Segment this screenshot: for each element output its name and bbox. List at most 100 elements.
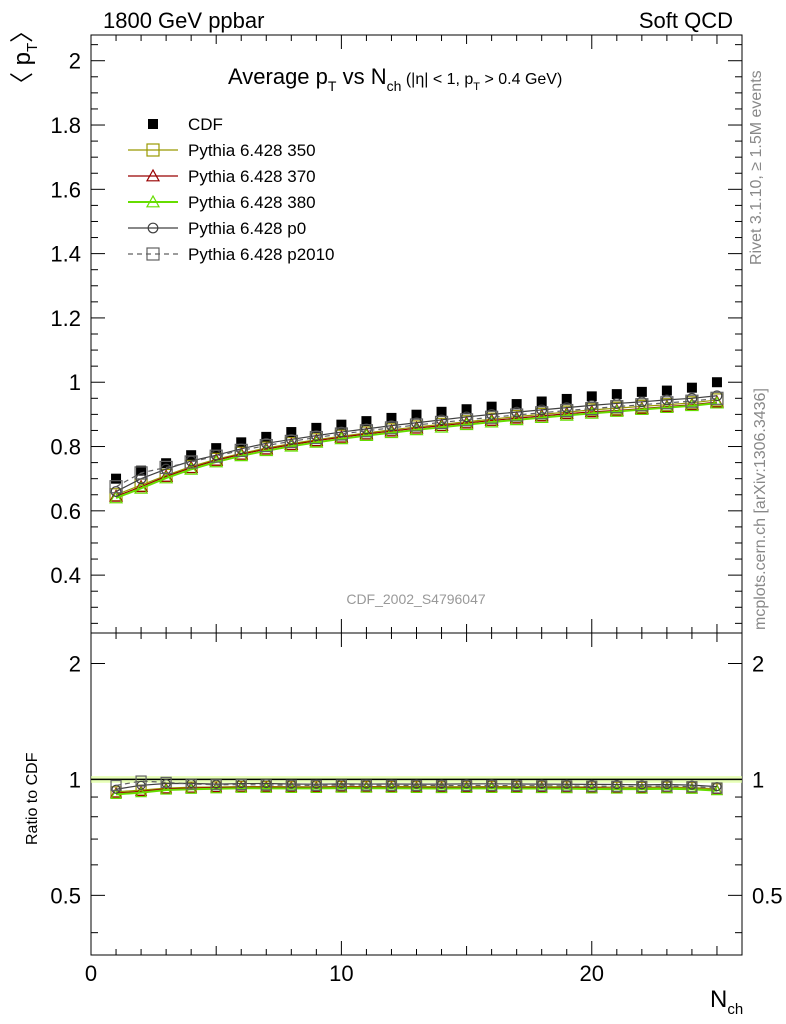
data-point-cdf xyxy=(561,393,572,404)
ratio-point-pythia-6-428-p2010 xyxy=(210,779,222,791)
data-point-pythia-6-428-p0 xyxy=(561,402,573,414)
data-point-pythia-6-428-p0 xyxy=(386,420,397,432)
data-point-cdf xyxy=(111,473,122,484)
data-point-cdf xyxy=(211,443,222,454)
data-point-pythia-6-428-370 xyxy=(459,415,474,429)
data-point-pythia-6-428-370 xyxy=(584,404,599,418)
data-point-pythia-6-428-370 xyxy=(334,429,349,443)
data-point-pythia-6-428-370 xyxy=(509,410,524,424)
data-point-pythia-6-428-380 xyxy=(384,425,399,439)
data-point-pythia-6-428-p2010 xyxy=(560,403,574,418)
y-tick-label-main: 0.8 xyxy=(50,435,81,460)
data-point-pythia-6-428-p0 xyxy=(511,406,523,418)
ratio-point-pythia-6-428-p2010 xyxy=(561,780,573,792)
legend-label-pythia-6-428-350: Pythia 6.428 350 xyxy=(188,141,316,160)
ratio-point-pythia-6-428-380 xyxy=(210,782,223,794)
ratio-point-pythia-6-428-380 xyxy=(235,782,248,793)
data-point-pythia-6-428-370 xyxy=(259,441,274,455)
y-tick-label-main: 0.4 xyxy=(50,563,81,588)
ratio-point-pythia-6-428-p2010 xyxy=(611,780,623,792)
data-point-cdf xyxy=(486,401,497,412)
data-point-pythia-6-428-p2010 xyxy=(459,413,474,427)
data-point-cdf xyxy=(411,409,422,420)
ratio-line-pythia-6-428-p2010 xyxy=(115,780,717,789)
ratio-point-pythia-6-428-p2010 xyxy=(711,782,723,794)
data-point-pythia-6-428-380 xyxy=(434,420,449,433)
analysis-watermark: CDF_2002_S4796047 xyxy=(346,591,486,607)
data-point-pythia-6-428-380 xyxy=(184,462,199,475)
data-point-pythia-6-428-p0 xyxy=(335,426,347,438)
data-point-cdf xyxy=(636,386,647,397)
data-point-pythia-6-428-370 xyxy=(384,423,399,437)
legend-marker-pythia-6-428-p2010 xyxy=(146,247,160,261)
ratio-point-pythia-6-428-370 xyxy=(135,785,148,796)
rivet-label: Rivet 3.1.10, ≥ 1.5M events xyxy=(748,70,765,265)
data-point-pythia-6-428-370 xyxy=(484,413,499,426)
y-tick-label-main: 1 xyxy=(69,370,81,395)
data-point-cdf xyxy=(261,431,272,442)
data-point-pythia-6-428-370 xyxy=(234,447,249,460)
ratio-point-pythia-6-428-p0 xyxy=(136,780,146,790)
y-tick-label-ratio: 0.5 xyxy=(50,883,81,908)
data-point-cdf xyxy=(136,465,147,476)
data-point-pythia-6-428-p0 xyxy=(285,434,297,445)
data-point-pythia-6-428-380 xyxy=(634,402,649,415)
ratio-point-pythia-6-428-p2010 xyxy=(435,780,448,792)
data-point-cdf xyxy=(686,382,697,393)
data-point-pythia-6-428-380 xyxy=(459,417,474,431)
y-axis-label-ratio: Ratio to CDF xyxy=(24,752,41,845)
data-point-pythia-6-428-p2010 xyxy=(485,410,499,424)
axes-main: 0.4 0.6 0.8 1 1.2 1.4 1.6 1.8 2 xyxy=(50,35,743,633)
ratio-point-pythia-6-428-p2010 xyxy=(536,780,548,792)
ratio-point-pythia-6-428-p2010 xyxy=(360,779,373,791)
y-tick-label-ratio-right: 2 xyxy=(752,651,764,676)
data-point-pythia-6-428-p2010 xyxy=(660,396,674,410)
ratio-point-pythia-6-428-380 xyxy=(460,782,473,794)
ratio-point-pythia-6-428-p0 xyxy=(562,779,572,789)
data-point-pythia-6-428-380 xyxy=(609,404,624,417)
data-point-pythia-6-428-380 xyxy=(109,490,124,504)
x-tick-label: 0 xyxy=(85,961,97,986)
data-point-pythia-6-428-370 xyxy=(309,433,324,447)
data-point-pythia-6-428-p2010 xyxy=(259,438,273,453)
data-point-pythia-6-428-p2010 xyxy=(309,430,323,445)
legend: CDF Pythia 6.428 350 Pythia 6.428 370 Pythi… xyxy=(128,115,335,264)
data-point-pythia-6-428-380 xyxy=(209,454,224,468)
ratio-point-pythia-6-428-p2010 xyxy=(385,779,398,791)
legend-marker-pythia-6-428-350 xyxy=(146,143,160,157)
data-point-cdf xyxy=(386,412,397,423)
legend-marker-pythia-6-428-380 xyxy=(145,194,161,208)
data-point-pythia-6-428-p2010 xyxy=(359,424,374,438)
data-point-pythia-6-428-p0 xyxy=(260,437,272,449)
ratio-point-pythia-6-428-p2010 xyxy=(636,780,648,793)
ratio-point-pythia-6-428-p2010 xyxy=(110,779,122,792)
data-point-pythia-6-428-p2010 xyxy=(234,443,248,457)
data-point-pythia-6-428-380 xyxy=(309,435,324,448)
y-tick-label-main: 1.6 xyxy=(50,177,81,202)
ratio-plot-frame xyxy=(90,632,743,956)
data-point-pythia-6-428-380 xyxy=(684,398,699,412)
data-point-cdf xyxy=(436,406,447,417)
data-point-pythia-6-428-p0 xyxy=(411,417,422,429)
series-main xyxy=(109,377,724,504)
data-point-pythia-6-428-p0 xyxy=(661,394,673,406)
data-point-pythia-6-428-p2010 xyxy=(434,415,449,430)
ratio-line-pythia-6-428-p0 xyxy=(115,782,717,790)
ratio-point-pythia-6-428-380 xyxy=(585,782,598,794)
data-point-pythia-6-428-p2010 xyxy=(209,449,223,463)
data-point-cdf xyxy=(336,419,347,430)
data-point-pythia-6-428-p0 xyxy=(110,486,122,497)
data-point-pythia-6-428-370 xyxy=(434,418,449,432)
ratio-point-pythia-6-428-p0 xyxy=(512,779,522,789)
series-ratio xyxy=(91,775,742,800)
y-tick-label-ratio: 2 xyxy=(69,651,81,676)
header-left: 1800 GeV ppbar xyxy=(103,8,264,33)
data-point-pythia-6-428-370 xyxy=(409,420,424,434)
data-point-pythia-6-428-380 xyxy=(234,448,249,462)
data-point-pythia-6-428-p0 xyxy=(486,408,498,420)
data-point-pythia-6-428-370 xyxy=(159,469,174,482)
y-tick-label-main: 1.8 xyxy=(50,113,81,138)
ratio-point-pythia-6-428-380 xyxy=(485,782,498,793)
data-point-cdf xyxy=(161,458,172,469)
